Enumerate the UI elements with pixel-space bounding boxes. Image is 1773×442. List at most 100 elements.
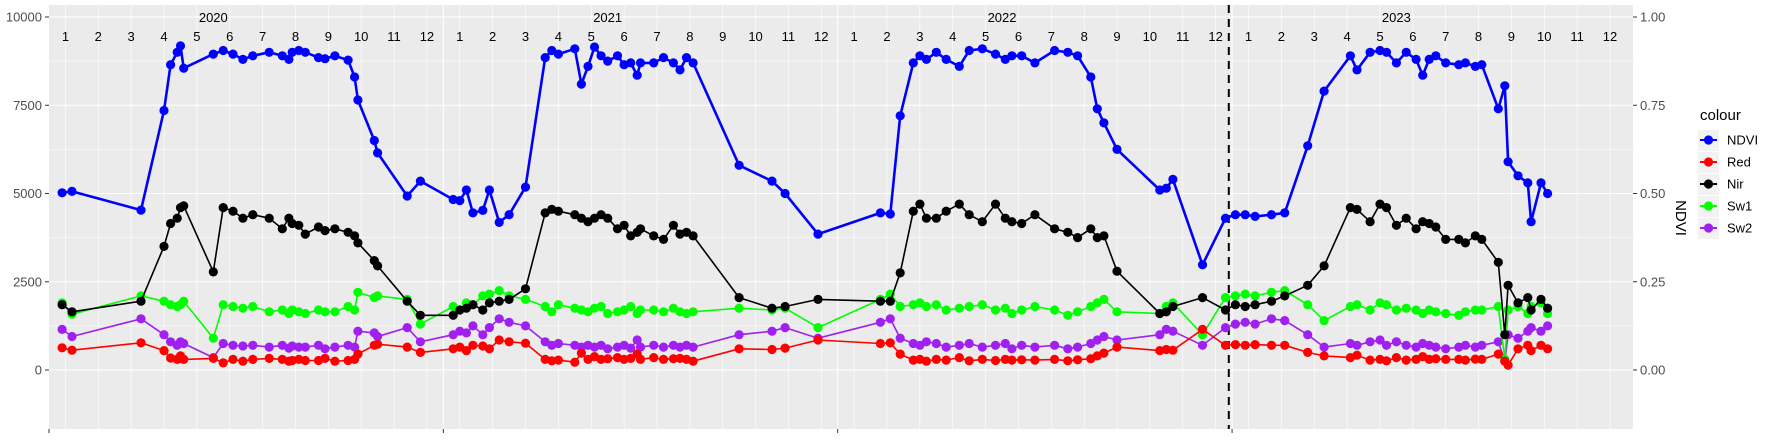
data-point-red [1431,354,1441,364]
data-point-ndvi [228,49,238,59]
data-point-nir [208,267,218,277]
data-point-nir [658,234,669,244]
data-point-ndvi [369,135,379,146]
data-point-nir [954,199,964,209]
data-point-nir [166,218,176,229]
month-label: 5 [982,29,989,44]
month-label: 11 [1176,29,1190,44]
legend-key-dot [1703,201,1714,211]
data-point-nir [895,268,905,278]
data-point-sw1 [1303,300,1313,310]
data-point-red [468,340,478,350]
data-point-ndvi [1280,208,1290,218]
data-point-nir [908,206,918,216]
data-point-ndvi [603,56,613,66]
data-point-sw1 [626,301,636,312]
data-point-ndvi [875,208,886,218]
data-point-red [626,353,636,363]
data-point-ndvi [67,186,77,196]
data-point-ndvi [1161,183,1171,193]
month-label: 1 [456,29,463,44]
data-point-ndvi [1431,51,1441,61]
data-point-red [649,353,659,363]
data-point-sw1 [734,303,744,313]
month-label: 1 [1245,29,1252,44]
data-point-sw1 [977,300,987,310]
series-ndvi [57,41,1553,270]
data-point-nir [228,206,238,216]
data-point-sw1 [1050,305,1060,315]
month-label: 11 [782,29,796,44]
data-point-nir [520,284,531,294]
data-point-sw1 [1441,308,1451,319]
y-left-tick-label: 7500 [13,98,42,113]
data-point-sw2 [767,326,777,336]
y-right-tick-label: 0.00 [1640,363,1665,378]
data-point-sw1 [941,305,951,315]
data-point-sw1 [1477,305,1487,315]
y-left-tick-label: 2500 [13,274,42,289]
data-point-nir [1365,217,1375,227]
data-point-red [885,338,895,348]
data-point-sw1 [921,301,932,312]
data-point-red [1007,355,1017,365]
data-point-sw1 [990,305,1001,315]
data-point-red [484,344,494,354]
data-point-ndvi [218,45,228,56]
data-point-sw2 [218,338,228,349]
data-point-nir [415,310,425,320]
data-point-ndvi [1381,47,1392,57]
data-point-sw2 [1017,340,1027,350]
data-point-sw1 [954,303,964,313]
data-point-nir [57,300,67,310]
data-point-ndvi [1050,45,1060,56]
data-point-ndvi [1543,188,1553,199]
data-point-sw2 [780,323,790,333]
data-point-ndvi [1112,144,1122,154]
data-point-ndvi [520,182,531,192]
y-right-tick-label: 1.00 [1640,10,1665,25]
y-right-tick-label: 0.50 [1640,186,1665,201]
legend-label-red: Red [1727,155,1751,170]
data-point-nir [172,213,182,223]
data-point-red [1381,356,1392,366]
data-point-nir [350,231,360,241]
month-label: 7 [1048,29,1055,44]
data-point-ndvi [1197,260,1208,270]
data-point-ndvi [504,210,514,220]
legend-key-dot [1703,223,1714,233]
data-point-sw1 [1250,291,1260,301]
month-label: 3 [916,29,923,44]
data-point-sw1 [1503,305,1513,315]
data-point-nir [875,296,886,306]
data-point-ndvi [1092,104,1102,114]
data-point-nir [179,201,189,211]
data-point-sw2 [1526,323,1536,333]
data-point-sw2 [1381,340,1392,350]
data-point-nir [1050,224,1060,234]
data-point-sw2 [1266,314,1277,324]
data-point-sw1 [931,300,941,310]
data-point-sw2 [228,340,238,350]
data-point-ndvi [350,72,360,82]
data-point-red [875,338,886,349]
data-point-red [330,356,340,366]
data-point-red [228,354,238,364]
data-point-nir [484,298,494,308]
data-point-sw2 [1513,333,1523,343]
month-label: 6 [620,29,627,44]
data-point-ndvi [1460,58,1470,68]
data-point-ndvi [1017,51,1027,61]
data-point-red [494,335,504,345]
data-point-nir [320,226,330,236]
data-point-sw2 [1063,344,1073,354]
data-point-sw1 [1017,305,1027,315]
data-point-sw2 [1168,326,1178,336]
legend-label-nir: Nir [1727,177,1744,192]
data-point-nir [977,217,987,227]
data-point-red [990,355,1001,366]
data-point-ndvi [1063,47,1073,57]
data-point-nir [1168,301,1178,312]
data-point-sw2 [238,341,248,351]
data-point-ndvi [990,49,1001,59]
